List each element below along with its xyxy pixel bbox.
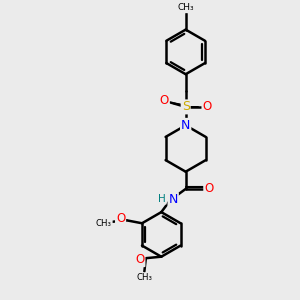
Text: CH₃: CH₃ xyxy=(177,3,194,12)
Text: H: H xyxy=(158,194,166,204)
Text: S: S xyxy=(182,100,190,113)
Text: CH₃: CH₃ xyxy=(136,273,152,282)
Text: O: O xyxy=(160,94,169,107)
Text: O: O xyxy=(135,253,145,266)
Text: N: N xyxy=(181,119,190,132)
Text: CH₃: CH₃ xyxy=(96,219,112,228)
Text: O: O xyxy=(116,212,125,225)
Text: O: O xyxy=(204,182,214,195)
Text: N: N xyxy=(169,193,178,206)
Text: O: O xyxy=(202,100,212,113)
